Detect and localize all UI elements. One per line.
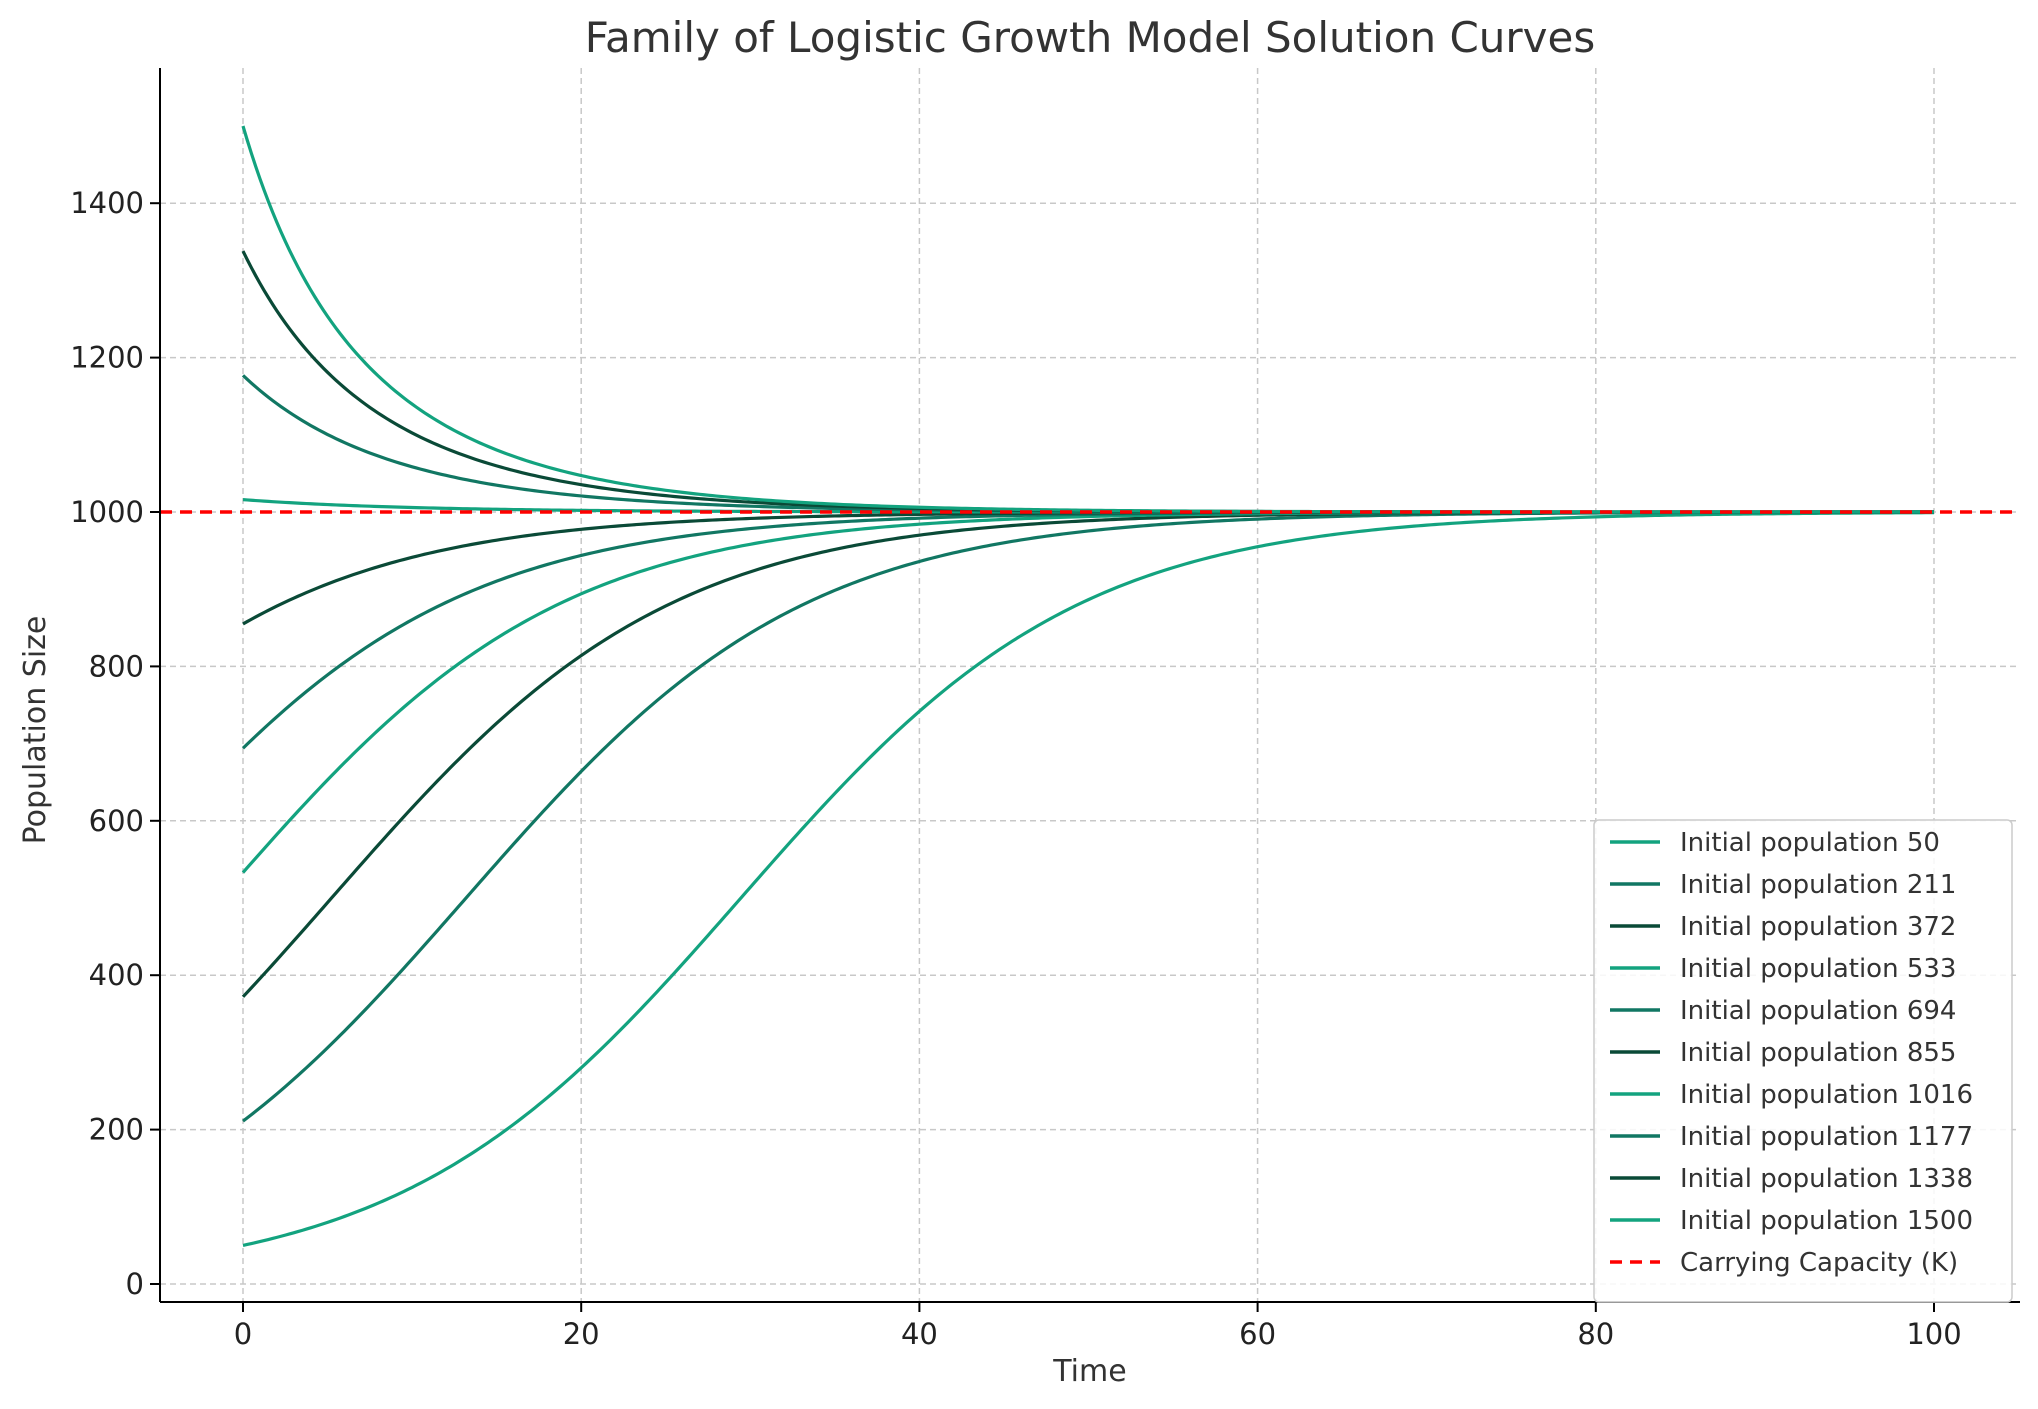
y-tick-label: 1400	[70, 186, 144, 220]
legend-label: Initial population 1338	[1680, 1164, 1973, 1194]
legend-label: Initial population 50	[1680, 828, 1940, 858]
legend-label: Initial population 1016	[1680, 1080, 1973, 1110]
y-tick-label: 600	[89, 804, 144, 838]
legend-box	[1593, 819, 2013, 1303]
x-tick-label: 100	[1906, 1317, 1961, 1351]
y-axis-ticks: 0 200 400 600 800 1000 1200 1400	[70, 186, 160, 1301]
legend-label: Initial population 372	[1680, 912, 1956, 942]
x-axis-ticks: 0 20 40 60 80 100	[234, 1302, 1962, 1351]
y-tick-label: 1200	[70, 341, 144, 375]
x-tick-label: 0	[234, 1317, 252, 1351]
legend-label: Carrying Capacity (K)	[1680, 1248, 1958, 1278]
legend-label: Initial population 1177	[1680, 1122, 1973, 1152]
y-tick-label: 200	[89, 1113, 144, 1147]
x-tick-label: 20	[563, 1317, 600, 1351]
x-tick-label: 80	[1577, 1317, 1614, 1351]
x-axis-label: Time	[1052, 1354, 1126, 1389]
legend-label: Initial population 694	[1680, 996, 1956, 1026]
x-tick-label: 60	[1239, 1317, 1276, 1351]
chart-title: Family of Logistic Growth Model Solution…	[585, 13, 1596, 62]
series-line-1	[242, 511, 1935, 1247]
y-tick-label: 0	[126, 1267, 144, 1301]
legend: Initial population 50 Initial population …	[1593, 819, 2013, 1303]
legend-label: Initial population 533	[1680, 954, 1956, 984]
x-tick-label: 40	[901, 1317, 938, 1351]
legend-label: Initial population 211	[1680, 870, 1956, 900]
legend-label: Initial population 1500	[1680, 1206, 1973, 1236]
y-tick-label: 800	[89, 649, 144, 683]
y-axis-label: Population Size	[18, 616, 53, 845]
y-tick-label: 1000	[70, 495, 144, 529]
y-tick-label: 400	[89, 958, 144, 992]
legend-label: Initial population 855	[1680, 1038, 1956, 1068]
